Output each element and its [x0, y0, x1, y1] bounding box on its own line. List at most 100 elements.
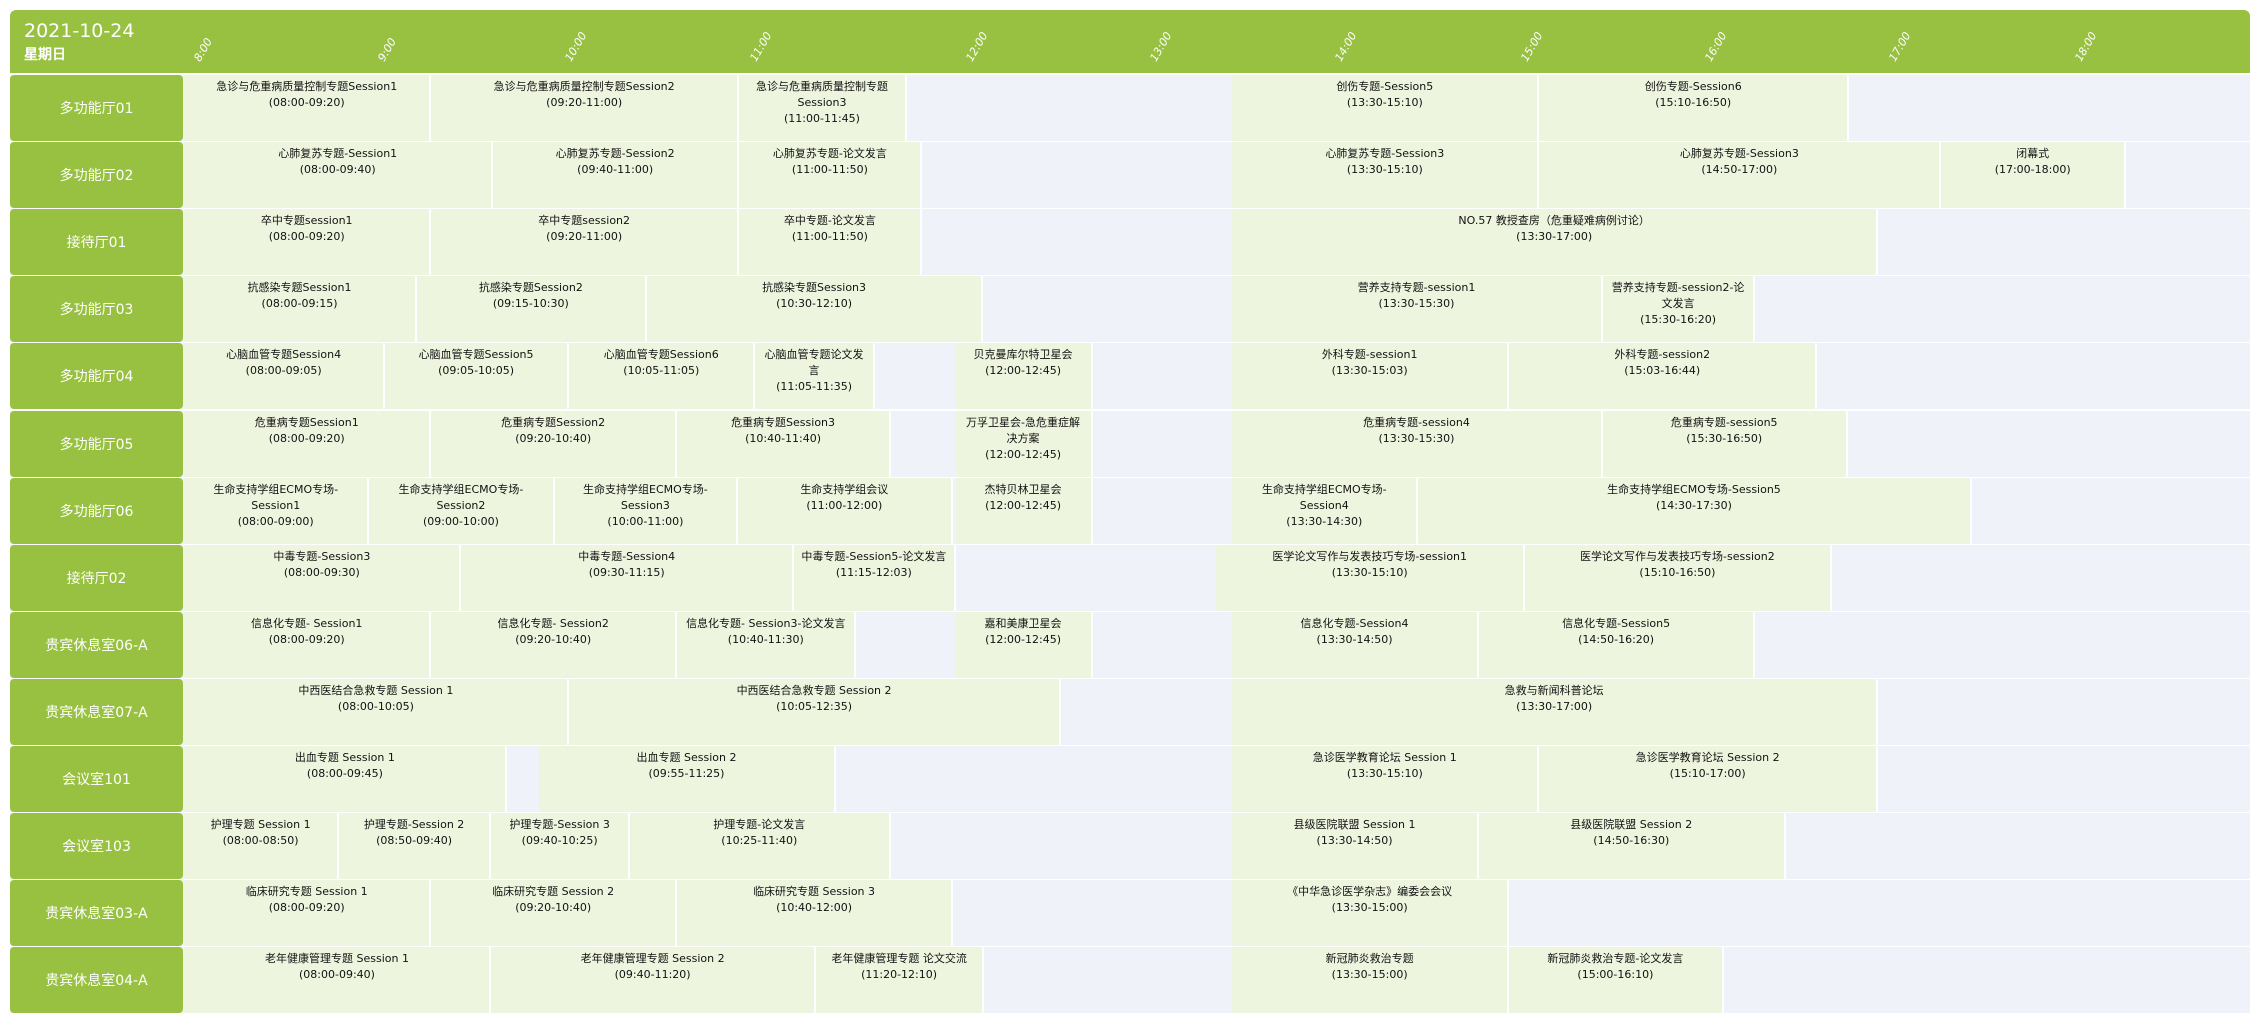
session-cell[interactable]: 中毒专题-Session3 (08:00-09:30)	[184, 544, 462, 611]
session-cell[interactable]: 中毒专题-Session5-论文发言 (11:15-12:03)	[794, 544, 956, 611]
session-cell[interactable]: 营养支持专题-session2-论文发言 (15:30-16:20)	[1602, 276, 1756, 343]
session-cell[interactable]: 信息化专题- Session3-论文发言 (10:40-11:30)	[677, 611, 857, 678]
session-cell[interactable]: 急诊与危重病质量控制专题Session1 (08:00-09:20)	[184, 75, 431, 141]
session-cell[interactable]: 老年健康管理专题 Session 1 (08:00-09:40)	[184, 947, 492, 1014]
session-cell[interactable]: 护理专题 Session 1 (08:00-08:50)	[184, 813, 339, 880]
session-cell[interactable]: 危重病专题-session5 (15:30-16:50)	[1602, 410, 1848, 477]
time-tick: 13:00	[1147, 29, 1175, 64]
session-time: (13:30-15:10)	[1346, 767, 1423, 780]
session-title: 急诊与危重病质量控制专题Session1	[216, 80, 398, 93]
session-title: 抗感染专题Session2	[478, 281, 583, 295]
session-cell[interactable]: 新冠肺炎救治专题-论文发言 (15:00-16:10)	[1509, 947, 1724, 1014]
session-cell[interactable]: 新冠肺炎救治专题 (13:30-15:00)	[1232, 947, 1510, 1014]
session-cell[interactable]: 抗感染专题Session3 (10:30-12:10)	[647, 276, 983, 343]
session-cell[interactable]: 临床研究专题 Session 3 (10:40-12:00)	[677, 880, 953, 947]
session-time: (11:15-12:03)	[835, 565, 912, 579]
session-title: 心肺复苏专题-Session3	[1679, 147, 1799, 161]
session-cell[interactable]: 护理专题-Session 2 (08:50-09:40)	[338, 813, 492, 880]
session-cell[interactable]: 生命支持学组ECMO专场-Session4 (13:30-14:30)	[1232, 477, 1419, 544]
session-cell[interactable]: 心脑血管专题Session5 (09:05-10:05)	[384, 343, 570, 410]
session-time: (10:40-11:40)	[745, 431, 822, 445]
session-cell[interactable]: 中西医结合急救专题 Session 1 (08:00-10:05)	[184, 678, 570, 745]
session-cell[interactable]: 闭幕式 (17:00-18:00)	[1941, 142, 2126, 209]
session-cell[interactable]: 心肺复苏专题-Session2 (09:40-11:00)	[492, 142, 740, 209]
session-time: (12:00-12:45)	[985, 632, 1062, 646]
session-cell[interactable]: 营养支持专题-session1 (13:30-15:30)	[1232, 276, 1603, 343]
session-cell[interactable]: 生命支持学组会议 (11:00-12:00)	[737, 477, 953, 544]
session-cell[interactable]: 卒中专题session2 (09:20-11:00)	[430, 209, 740, 276]
room-row: 贵宾休息室07-A 中西医结合急救专题 Session 1 (08:00-10:05…	[10, 678, 2250, 745]
session-cell[interactable]: 卒中专题-论文发言 (11:00-11:50)	[739, 209, 923, 276]
session-cell[interactable]: 生命支持学组ECMO专场-Session5 (14:30-17:30)	[1418, 477, 1972, 544]
session-cell[interactable]: 急救与新闻科普论坛 (13:30-17:00)	[1232, 678, 1878, 745]
session-cell[interactable]: 护理专题-论文发言 (10:25-11:40)	[629, 813, 891, 880]
session-cell[interactable]: 杰特贝林卫星会 (12:00-12:45)	[955, 477, 1093, 544]
session-cell[interactable]: 县级医院联盟 Session 2 (14:50-16:30)	[1478, 813, 1786, 880]
session-cell[interactable]: 急诊医学教育论坛 Session 2 (15:10-17:00)	[1539, 746, 1878, 812]
session-time: (11:00-11:50)	[791, 163, 868, 177]
session-cell[interactable]: 心脑血管专题Session6 (10:05-11:05)	[569, 343, 756, 410]
session-cell[interactable]: 心脑血管专题Session4 (08:00-09:05)	[184, 343, 385, 410]
session-cell[interactable]: 抗感染专题Session1 (08:00-09:15)	[184, 276, 417, 343]
room-label: 多功能厅02	[10, 142, 183, 209]
session-cell[interactable]: 创伤专题-Session5 (13:30-15:10)	[1232, 75, 1540, 141]
session-cell[interactable]: 心肺复苏专题-Session3 (13:30-15:10)	[1232, 142, 1540, 209]
session-cell[interactable]: 临床研究专题 Session 2 (09:20-10:40)	[430, 880, 678, 947]
session-cell[interactable]: 危重病专题-session4 (13:30-15:30)	[1232, 410, 1603, 477]
session-title: 信息化专题-Session4	[1300, 616, 1409, 630]
session-time: (14:50-16:30)	[1593, 834, 1670, 848]
session-title: 生命支持学组ECMO专场-Session5	[1607, 482, 1781, 496]
session-title: 护理专题 Session 1	[210, 818, 311, 832]
session-cell[interactable]: 县级医院联盟 Session 1 (13:30-14:50)	[1232, 813, 1479, 880]
session-time: (15:10-16:50)	[1655, 96, 1732, 109]
session-time: (12:00-12:45)	[985, 498, 1062, 512]
session-cell[interactable]: 出血专题 Session 1 (08:00-09:45)	[184, 746, 508, 812]
session-cell[interactable]: 抗感染专题Session2 (09:15-10:30)	[416, 276, 648, 343]
session-cell[interactable]: 心肺复苏专题-论文发言 (11:00-11:50)	[739, 142, 923, 209]
session-title: 老年健康管理专题 论文交流	[831, 952, 967, 966]
session-cell[interactable]: 嘉和美康卫星会 (12:00-12:45)	[955, 611, 1093, 678]
room-label: 多功能厅06	[10, 477, 183, 544]
session-cell[interactable]: 信息化专题- Session2 (09:20-10:40)	[430, 611, 678, 678]
session-cell[interactable]: 急诊医学教育论坛 Session 1 (13:30-15:10)	[1232, 746, 1540, 812]
session-cell[interactable]: 贝克曼库尔特卫星会 (12:00-12:45)	[955, 343, 1093, 410]
room-row: 多功能厅02 心肺复苏专题-Session1 (08:00-09:40) 心肺复苏专题…	[10, 142, 2250, 209]
session-title: 生命支持学组ECMO专场-Session1	[213, 482, 339, 512]
session-cell[interactable]: 危重病专题Session3 (10:40-11:40)	[677, 410, 891, 477]
session-cell[interactable]: 外科专题-session1 (13:30-15:03)	[1232, 343, 1510, 410]
session-cell[interactable]: 中西医结合急救专题 Session 2 (10:05-12:35)	[569, 678, 1061, 745]
session-title: 急诊医学教育论坛 Session 1	[1312, 751, 1457, 764]
session-cell[interactable]: 临床研究专题 Session 1 (08:00-09:20)	[184, 880, 431, 947]
session-cell[interactable]: 危重病专题Session2 (09:20-10:40)	[430, 410, 678, 477]
session-cell[interactable]: 急诊与危重病质量控制专题Session2 (09:20-11:00)	[430, 75, 740, 141]
room-row: 贵宾休息室04-A 老年健康管理专题 Session 1 (08:00-09:40)…	[10, 947, 2250, 1014]
session-cell[interactable]: 生命支持学组ECMO专场-Session1 (08:00-09:00)	[184, 477, 369, 544]
session-cell[interactable]: 生命支持学组ECMO专场-Session2 (09:00-10:00)	[368, 477, 555, 544]
session-title: 新冠肺炎救治专题	[1325, 952, 1414, 966]
session-cell[interactable]: 信息化专题-Session5 (14:50-16:20)	[1478, 611, 1756, 678]
session-cell[interactable]: NO.57 教授查房（危重疑难病例讨论） (13:30-17:00)	[1232, 209, 1878, 276]
session-cell[interactable]: 心肺复苏专题-Session3 (14:50-17:00)	[1539, 142, 1942, 209]
session-title: 营养支持专题-session1	[1357, 281, 1476, 295]
session-time: (08:00-09:45)	[306, 767, 383, 780]
session-cell[interactable]: 生命支持学组ECMO专场-Session3 (10:00-11:00)	[554, 477, 738, 544]
session-cell[interactable]: 护理专题-Session 3 (09:40-10:25)	[491, 813, 630, 880]
session-cell[interactable]: 万孚卫星会-急危重症解决方案 (12:00-12:45)	[955, 410, 1093, 477]
session-cell[interactable]: 创伤专题-Session6 (15:10-16:50)	[1539, 75, 1850, 141]
session-cell[interactable]: 卒中专题session1 (08:00-09:20)	[184, 209, 431, 276]
session-cell[interactable]: 急诊与危重病质量控制专题Session3 (11:00-11:45)	[739, 75, 907, 141]
session-cell[interactable]: 危重病专题Session1 (08:00-09:20)	[184, 410, 431, 477]
session-cell[interactable]: 信息化专题- Session1 (08:00-09:20)	[184, 611, 431, 678]
session-cell[interactable]: 心脑血管专题论文发言 (11:05-11:35)	[755, 343, 875, 410]
session-cell[interactable]: 医学论文写作与发表技巧专场-session1 (13:30-15:10)	[1216, 544, 1525, 611]
session-cell[interactable]: 心肺复苏专题-Session1 (08:00-09:40)	[184, 142, 493, 209]
session-cell[interactable]: 外科专题-session2 (15:03-16:44)	[1509, 343, 1818, 410]
session-cell[interactable]: 老年健康管理专题 Session 2 (09:40-11:20)	[491, 947, 816, 1014]
session-cell[interactable]: 老年健康管理专题 论文交流 (11:20-12:10)	[815, 947, 985, 1014]
session-cell[interactable]: 出血专题 Session 2 (09:55-11:25)	[539, 746, 836, 812]
session-cell[interactable]: 医学论文写作与发表技巧专场-session2 (15:10-16:50)	[1524, 544, 1832, 611]
session-cell[interactable]: 信息化专题-Session4 (13:30-14:50)	[1232, 611, 1479, 678]
session-cell[interactable]: 中毒专题-Session4 (09:30-11:15)	[461, 544, 795, 611]
session-title: 外科专题-session1	[1321, 348, 1418, 362]
session-cell[interactable]: 《中华急诊医学杂志》编委会会议 (13:30-15:00)	[1232, 880, 1510, 947]
